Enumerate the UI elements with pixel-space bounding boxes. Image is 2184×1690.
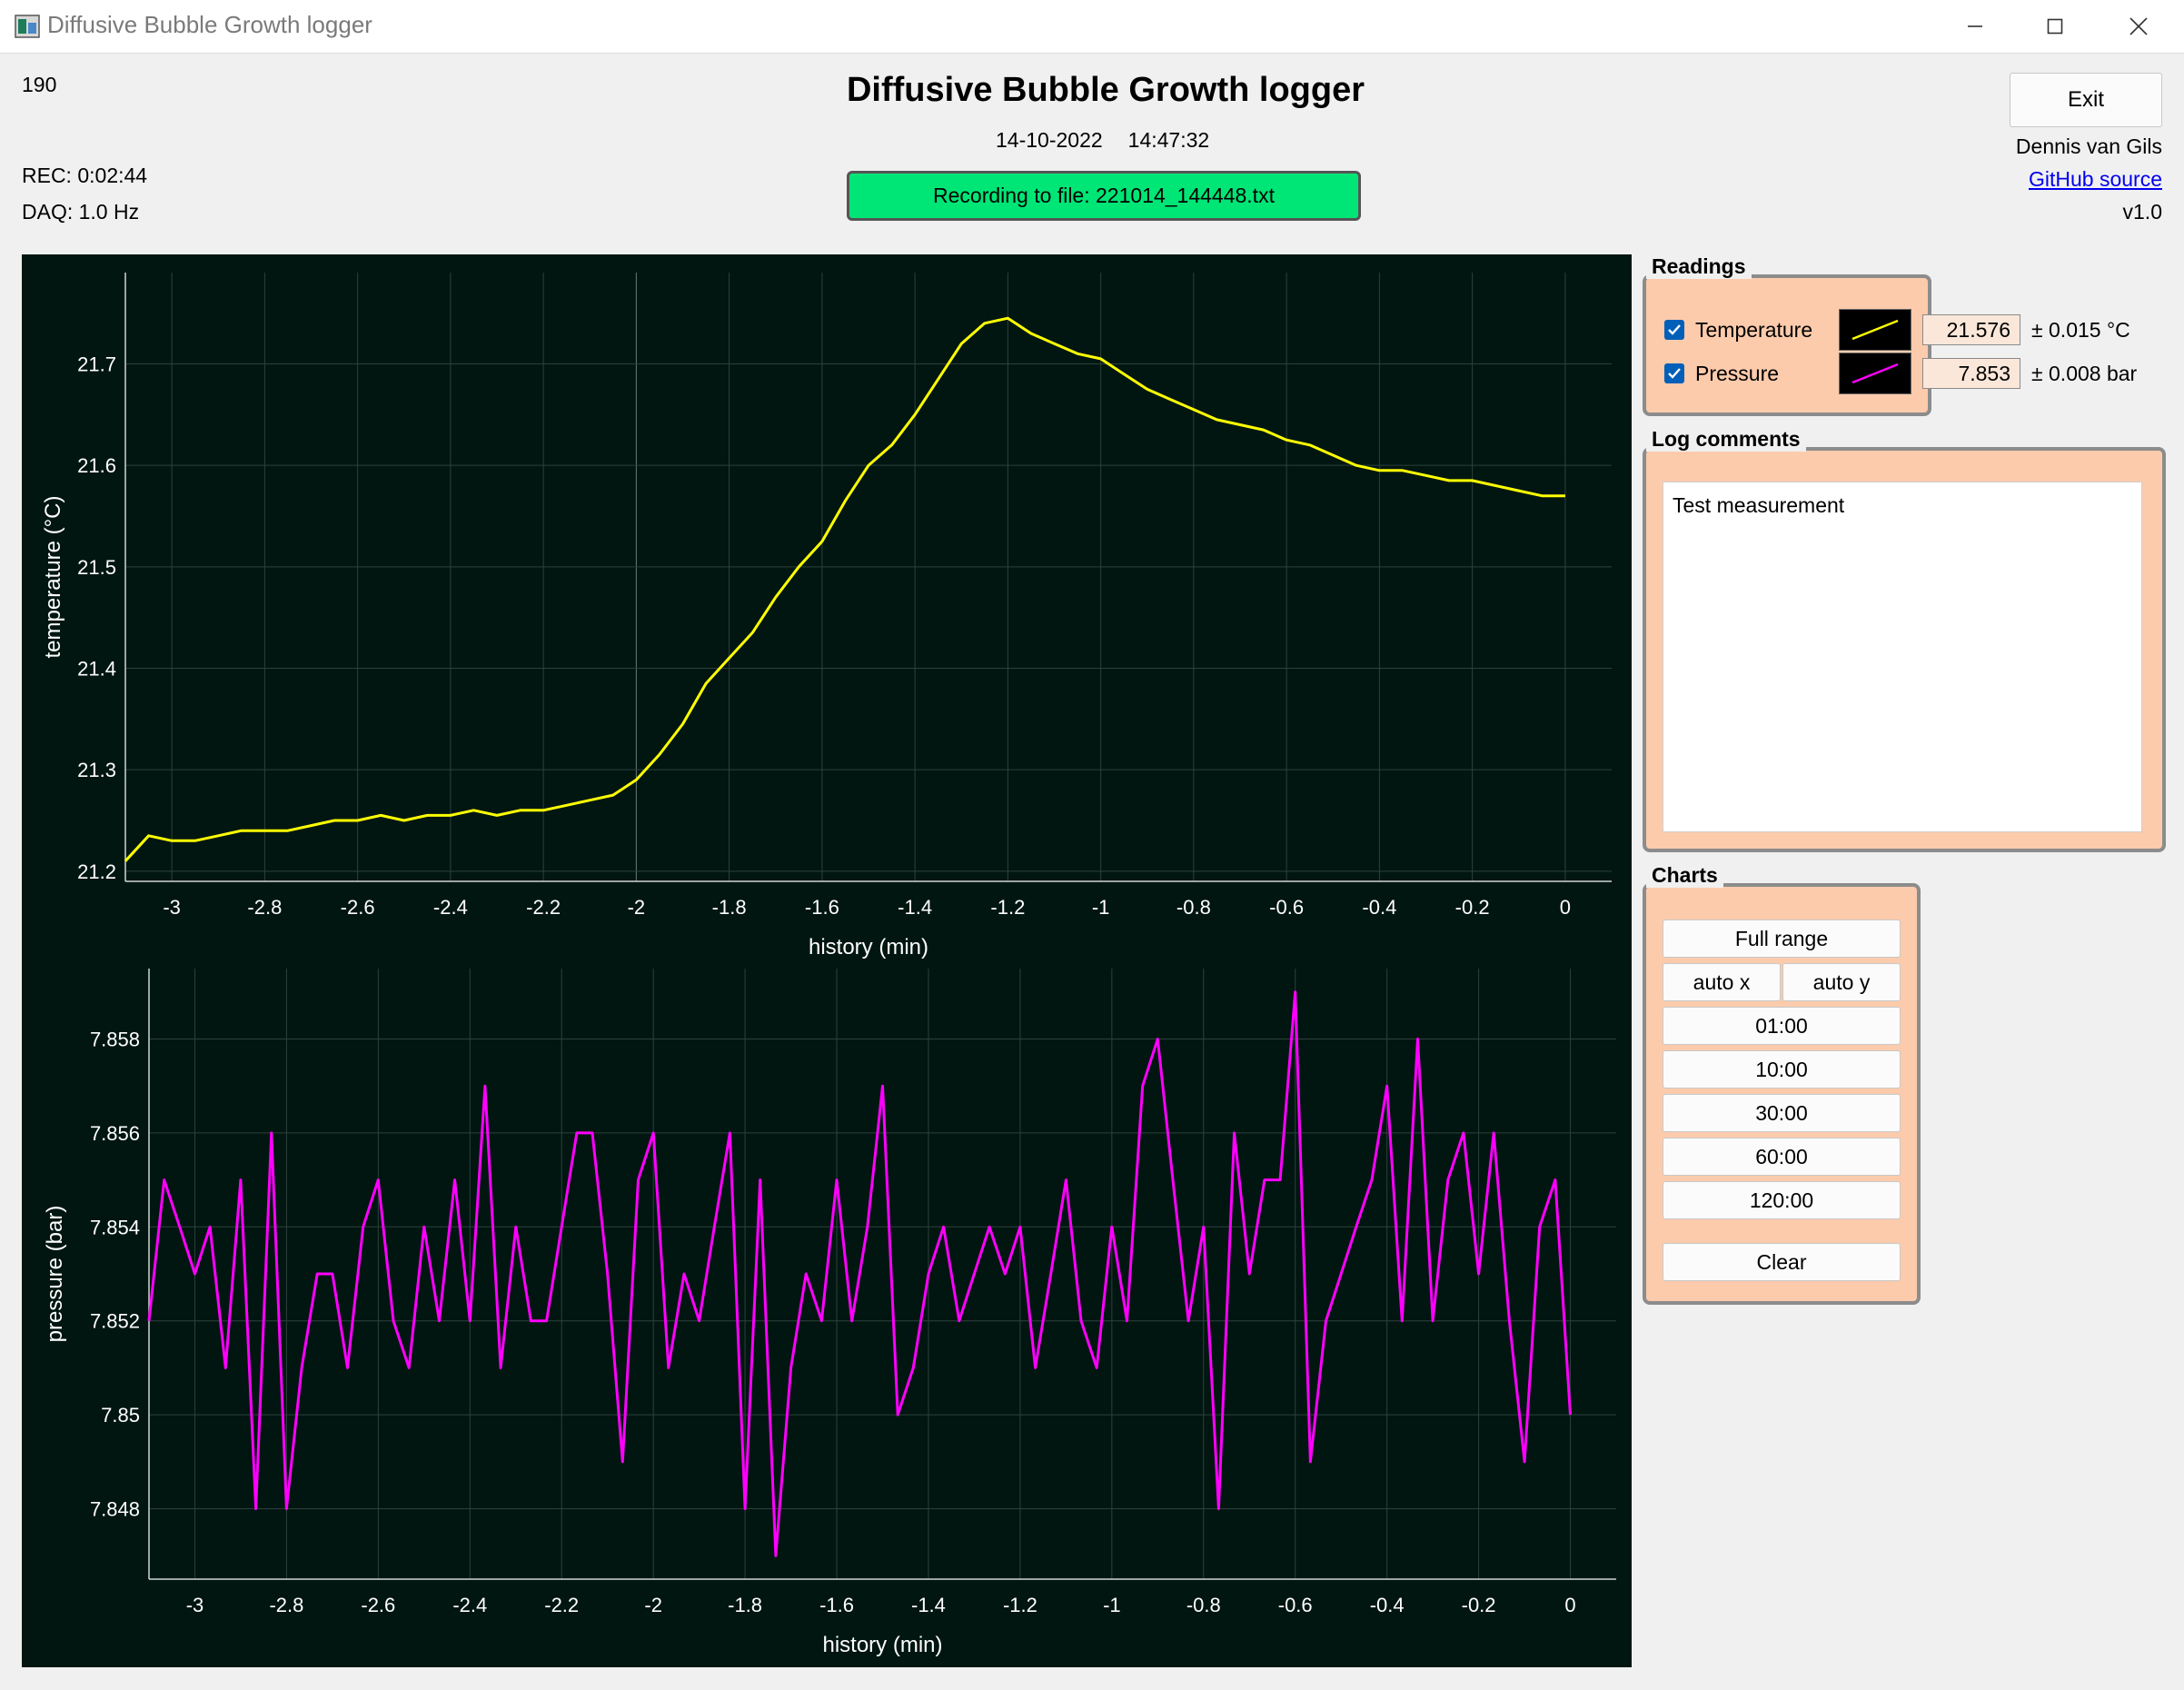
datetime: 14-10-2022 14:47:32: [996, 128, 1235, 153]
github-source-link[interactable]: GitHub source: [2028, 167, 2162, 191]
close-button[interactable]: [2097, 0, 2180, 53]
chart2-x-tick-label: -1.6: [819, 1594, 854, 1616]
chart1-y-tick-label: 21.4: [77, 658, 116, 681]
chart1-x-tick-label: -0.2: [1455, 896, 1490, 919]
pressure-uncertainty: ± 0.008 bar: [2031, 362, 2138, 385]
chart1-x-tick-label: -3: [163, 896, 181, 919]
auto-y-button[interactable]: auto y: [1782, 963, 1901, 1001]
chart2-x-tick-label: -2: [644, 1594, 662, 1616]
chart2-y-tick-label: 7.848: [90, 1497, 140, 1520]
recording-toggle-button[interactable]: Recording to file: 221014_144448.txt: [847, 171, 1361, 221]
range-button-30-00[interactable]: 30:00: [1663, 1094, 1901, 1132]
window-title: Diffusive Bubble Growth logger: [47, 11, 372, 38]
chart2-y-tick-label: 7.854: [90, 1216, 140, 1238]
chart1-x-tick-label: -1.8: [712, 896, 747, 919]
plot-area[interactable]: -3 -2.8 -2.6 -2.4 -2.2 -2 -1.8 -1.6 -1.4 -1.2 -1 -0…: [22, 254, 1632, 1667]
minimize-button[interactable]: [1933, 0, 2017, 53]
pressure-series-line: [147, 990, 1572, 1557]
chart2-x-axis-label: history (min): [822, 1633, 942, 1657]
chart1-y-tick-label: 21.2: [77, 860, 116, 883]
range-button-120-00[interactable]: 120:00: [1663, 1181, 1901, 1219]
current-date: 14-10-2022: [996, 128, 1103, 152]
temperature-legend-swatch: [1839, 309, 1911, 351]
temperature-label: Temperature: [1695, 318, 1813, 342]
chart2-y-tick-label: 7.85: [101, 1404, 140, 1427]
chart2-x-tick-label: -1: [1103, 1594, 1121, 1616]
rec-timer: REC: 0:02:44: [22, 164, 148, 187]
daq-rate: DAQ: 1.0 Hz: [22, 200, 140, 224]
pressure-legend-swatch: [1839, 353, 1911, 394]
chart1-y-tick-label: 21.5: [77, 556, 116, 579]
temperature-checkbox[interactable]: [1664, 320, 1684, 340]
author-name: Dennis van Gils: [2015, 134, 2162, 158]
page-title: Diffusive Bubble Growth logger: [846, 71, 1365, 109]
chart1-x-tick-label: -2.8: [247, 896, 282, 919]
chart2-x-tick-label: -2.4: [452, 1594, 487, 1616]
chart2-x-tick-label: -1.8: [728, 1594, 762, 1616]
app-icon: [15, 15, 40, 38]
chart1-x-tick-label: -1: [1092, 896, 1110, 919]
exit-button[interactable]: Exit: [2010, 73, 2162, 127]
chart1-x-tick-label: -1.6: [805, 896, 839, 919]
temperature-value: 21.576: [1922, 314, 2020, 345]
chart1-x-tick-label: -2: [628, 896, 646, 919]
chart1-x-tick-label: -0.4: [1362, 896, 1396, 919]
chart1-x-tick-label: -1.4: [898, 896, 932, 919]
window-titlebar: Diffusive Bubble Growth logger: [0, 0, 2184, 54]
chart2-x-tick-label: -0.6: [1278, 1594, 1313, 1616]
chart2-y-axis-label: pressure (bar): [43, 1206, 67, 1343]
maximize-button[interactable]: [2013, 0, 2097, 53]
chart1-x-axis-label: history (min): [809, 935, 928, 959]
chart2-x-tick-label: -2.6: [361, 1594, 395, 1616]
chart2-x-tick-label: -0.8: [1186, 1594, 1221, 1616]
minimize-icon: [1968, 25, 1982, 27]
chart2-x-tick-label: -1.4: [911, 1594, 946, 1616]
chart2-y-tick-label: 7.858: [90, 1029, 140, 1051]
auto-x-button[interactable]: auto x: [1663, 963, 1781, 1001]
chart1-x-tick-label: -2.4: [433, 896, 468, 919]
version-label: v1.0: [2122, 200, 2162, 224]
temperature-series-line: [124, 316, 1565, 862]
charts-title: Charts: [1646, 863, 1723, 888]
check-icon: [1668, 324, 1681, 335]
chart2-x-tick-label: -0.4: [1370, 1594, 1405, 1616]
full-range-button[interactable]: Full range: [1663, 920, 1901, 958]
temperature-uncertainty: ± 0.015 °C: [2031, 318, 2130, 342]
pressure-checkbox[interactable]: [1664, 363, 1684, 383]
chart1-y-axis-label: temperature (°C): [41, 496, 65, 659]
chart2-x-tick-label: -1.2: [1003, 1594, 1037, 1616]
chart2-x-tick-label: -0.2: [1462, 1594, 1496, 1616]
pressure-label: Pressure: [1695, 362, 1780, 385]
chart1-x-tick-label: 0: [1560, 896, 1571, 919]
chart2-x-tick-label: -3: [186, 1594, 204, 1616]
update-counter: 190: [22, 73, 57, 96]
range-button-01-00[interactable]: 01:00: [1663, 1007, 1901, 1045]
chart1-x-tick-label: -1.2: [990, 896, 1025, 919]
chart1-x-tick-label: -2.6: [341, 896, 375, 919]
chart2-y-tick-label: 7.852: [90, 1310, 140, 1333]
close-icon: [2129, 17, 2148, 35]
chart1-y-tick-label: 21.7: [77, 353, 116, 376]
log-comments-title: Log comments: [1646, 427, 1806, 452]
check-icon: [1668, 368, 1681, 379]
clear-button[interactable]: Clear: [1663, 1243, 1901, 1281]
chart1-y-tick-label: 21.3: [77, 759, 116, 781]
chart2-x-tick-label: -2.8: [269, 1594, 303, 1616]
chart2-x-tick-label: -2.2: [544, 1594, 579, 1616]
chart1-y-tick-label: 21.6: [77, 454, 116, 477]
readings-title: Readings: [1646, 254, 1752, 279]
chart1-x-tick-label: -2.2: [526, 896, 561, 919]
log-comments-textarea[interactable]: Test measurement: [1663, 482, 2142, 832]
range-button-10-00[interactable]: 10:00: [1663, 1050, 1901, 1089]
chart1-x-tick-label: -0.6: [1269, 896, 1304, 919]
charts-canvas[interactable]: -3 -2.8 -2.6 -2.4 -2.2 -2 -1.8 -1.6 -1.4 -1.2 -1 -0…: [22, 254, 1632, 1667]
range-button-60-00[interactable]: 60:00: [1663, 1138, 1901, 1176]
chart2-x-tick-label: 0: [1564, 1594, 1575, 1616]
maximize-icon: [2047, 18, 2063, 35]
chart2-y-tick-label: 7.856: [90, 1122, 140, 1145]
current-time: 14:47:32: [1127, 128, 1210, 152]
chart1-x-tick-label: -0.8: [1176, 896, 1211, 919]
pressure-value: 7.853: [1922, 358, 2020, 389]
